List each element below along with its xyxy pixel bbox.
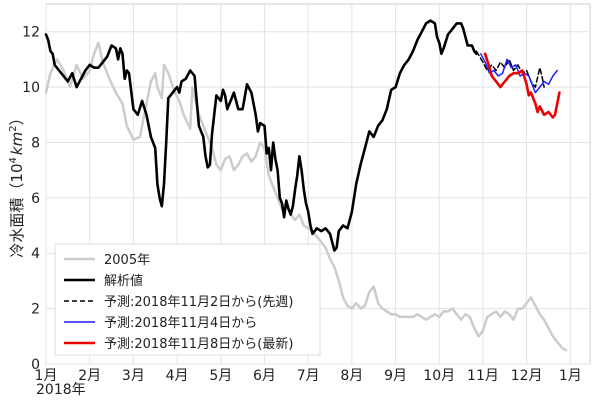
x-tick-label: 4月 xyxy=(166,368,189,384)
legend-label-forecast-nov4: 予測:2018年11月4日から xyxy=(104,316,257,331)
y-tick-labels: 0 2 4 6 8 10 12 xyxy=(22,25,40,373)
y-axis-label-base: 10 xyxy=(8,163,26,182)
legend-label-analysis: 解析値 xyxy=(104,273,143,289)
x-tick-label: 5月 xyxy=(209,368,232,384)
x-tick-label: 3月 xyxy=(122,368,145,384)
series-line-0 xyxy=(44,41,568,352)
y-tick-label: 0 xyxy=(31,357,40,373)
y-axis-label-suffix: ） xyxy=(8,110,26,125)
x-tick-label: 10月 xyxy=(423,368,455,384)
y-axis-label: 冷水面積（104 km2） xyxy=(8,110,26,257)
x-tick-label: 9月 xyxy=(384,368,407,384)
y-tick-label: 8 xyxy=(31,135,40,151)
x-tick-label: 6月 xyxy=(253,368,276,384)
x-tick-labels: 1月 2月 3月 4月 5月 6月 7月 8月 9月 10月 11月 12月 1月 xyxy=(35,368,582,384)
y-axis-label-prefix: 冷水面積（ xyxy=(8,183,26,258)
series-line-3 xyxy=(480,53,558,94)
x-tick-label: 2月 xyxy=(78,368,101,384)
x-tick-label: 8月 xyxy=(340,368,363,384)
series-line-4 xyxy=(483,52,561,119)
legend-label-2005: 2005年 xyxy=(104,253,150,268)
x-tick-label: 11月 xyxy=(467,368,499,384)
series-line-1 xyxy=(44,19,478,252)
y-axis-label-unit: km xyxy=(8,132,26,155)
legend-label-forecast-nov8: 予測:2018年11月8日から(最新) xyxy=(104,336,293,352)
legend-box xyxy=(54,243,321,356)
y-axis-label-unit-exp: 2 xyxy=(8,125,19,131)
y-tick-label: 6 xyxy=(31,191,40,207)
y-tick-label: 4 xyxy=(31,246,40,262)
legend-label-forecast-nov2: 予測:2018年11月2日から(先週) xyxy=(104,295,293,310)
x-tick-label: 1月 xyxy=(559,368,582,384)
y-tick-label: 10 xyxy=(22,80,40,96)
series-layer xyxy=(44,19,568,352)
x-tick-label: 1月 xyxy=(35,368,58,384)
y-tick-label: 12 xyxy=(22,25,40,41)
y-tick-label: 2 xyxy=(31,302,40,318)
year-label: 2018年 xyxy=(36,382,86,398)
y-axis-label-exp: 4 xyxy=(8,157,19,163)
x-tick-label: 7月 xyxy=(297,368,320,384)
legend: 2005年 解析値 予測:2018年11月2日から(先週) 予測:2018年11… xyxy=(54,243,321,356)
x-tick-label: 12月 xyxy=(511,368,543,384)
